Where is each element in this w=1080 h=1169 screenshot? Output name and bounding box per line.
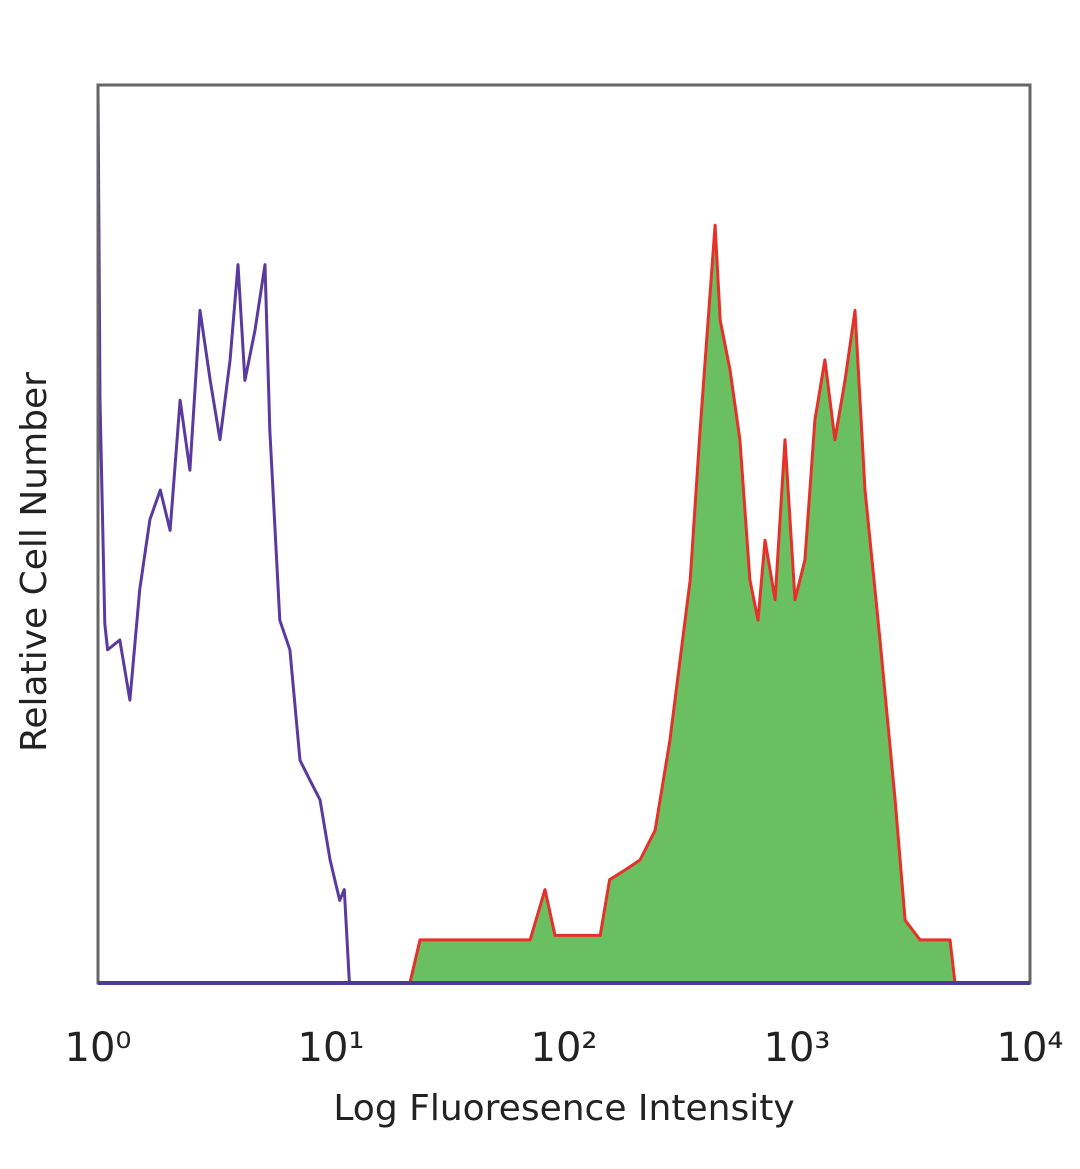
- histogram-line: [408, 223, 957, 984]
- histogram-area: [409, 225, 955, 984]
- x-tick-label: 10³: [764, 1025, 831, 1071]
- x-tick-label: 10²: [531, 1025, 598, 1071]
- x-tick-label: 10⁰: [65, 1025, 132, 1071]
- histogram-line: [96, 83, 351, 984]
- x-axis-label: Log Fluoresence Intensity: [333, 1088, 794, 1129]
- y-axis-label: Relative Cell Number: [14, 372, 55, 752]
- x-tick-label: 10⁴: [997, 1025, 1064, 1071]
- x-tick-label: 10¹: [298, 1025, 365, 1071]
